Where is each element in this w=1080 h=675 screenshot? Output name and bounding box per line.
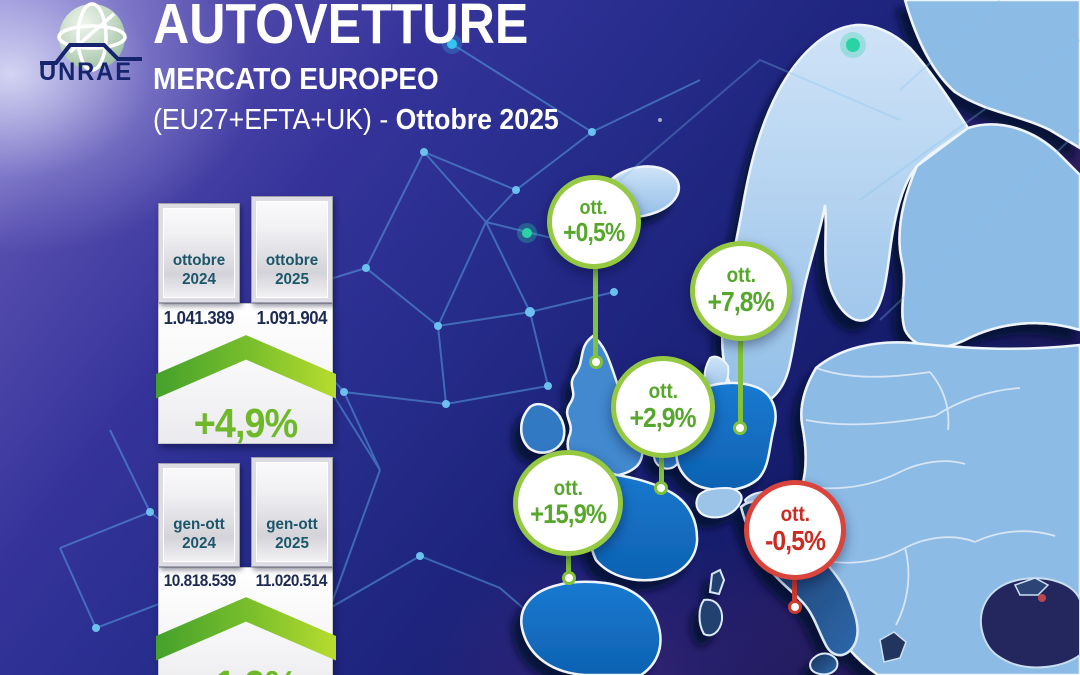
stat-result-box: 1.041.389 1.091.904 +4,9% [156, 303, 336, 446]
change-percentage-october: +4,9% [193, 399, 298, 446]
map-internal-borders [801, 367, 1056, 626]
map-callout-spain: ott. +15,9% [513, 450, 623, 556]
card-label: ottobre 2024 [161, 251, 237, 289]
unrae-logo-mark [40, 2, 142, 72]
change-percentage-jan-oct: +1,9% [166, 662, 325, 675]
callout-value: +15,9% [530, 498, 607, 529]
callout-period: ott. [553, 476, 583, 500]
callout-value: -0,5% [765, 525, 826, 557]
stat-values-row: 1.041.389 1.091.904 [159, 308, 332, 329]
stat-card-genott-2025: gen-ott 2025 [251, 457, 333, 567]
scope-regular: (EU27+EFTA+UK) - [153, 104, 396, 136]
map-island-sicily [809, 652, 839, 675]
card-label-line1: gen-ott [173, 515, 225, 533]
stat-card-ottobre-2024: ottobre 2024 [158, 203, 240, 303]
comparison-cards: ottobre 2024 ottobre 2025 [158, 196, 333, 303]
up-arrow-chevron [156, 335, 336, 399]
callout-stem-dot-spain [562, 571, 576, 585]
car-silhouette-icon [40, 43, 142, 65]
map-callout-germany: ott. +7,8% [690, 241, 792, 341]
unrae-logo-text: UNRAE [39, 58, 133, 86]
card-label-line2: 2024 [182, 270, 216, 288]
map-callout-uk: ott. +0,5% [547, 175, 641, 269]
stat-result-box: 10.818.539 11.020.514 +1,9% [156, 567, 336, 675]
callout-value: +7,8% [707, 286, 775, 318]
callout-period: ott. [726, 264, 756, 288]
callout-period: ott. [780, 503, 810, 527]
page-title: AUTOVETTURE [153, 0, 529, 56]
map-region-scandinavia [721, 23, 970, 407]
map-region-northeast-land [903, 0, 1080, 150]
map-region-greece [879, 631, 907, 663]
map-region-crimea [1013, 577, 1050, 596]
map-callout-italy: ott. -0,5% [744, 480, 846, 580]
map-island-sardinia [698, 598, 724, 637]
card-label-line1: ottobre [172, 251, 226, 269]
stat-value-genott-2025: 11.020.514 [256, 572, 328, 590]
map-island-corsica [708, 568, 726, 596]
map-country-switzerland [695, 486, 743, 519]
page-scope-line: (EU27+EFTA+UK) - Ottobre 2025 [153, 104, 559, 137]
callout-stem-dot-uk [589, 355, 603, 369]
card-label-line2: 2025 [275, 534, 309, 552]
teal-glow-halo [840, 32, 866, 58]
map-region-iberia [520, 580, 662, 675]
stat-value-genott-2024: 10.818.539 [163, 572, 237, 590]
stats-panel-jan-oct: gen-ott 2024 gen-ott 2025 10.818.539 11.… [156, 457, 336, 675]
map-region-eastern-europe [799, 341, 1080, 675]
card-label-line2: 2024 [182, 534, 216, 552]
stat-card-genott-2024: gen-ott 2024 [158, 463, 240, 567]
page-subtitle: MERCATO EUROPEO [153, 61, 439, 96]
card-label-line1: gen-ott [266, 515, 318, 533]
scope-period: Ottobre 2025 [395, 104, 559, 136]
map-region-kola [898, 123, 1080, 349]
comparison-cards: gen-ott 2024 gen-ott 2025 [158, 457, 333, 567]
callout-stem-uk [593, 264, 598, 359]
callout-stem-dot-italy [788, 600, 802, 614]
up-arrow-chevron [156, 597, 336, 661]
callout-value: +0,5% [563, 216, 625, 247]
stat-values-row: 10.818.539 11.020.514 [159, 572, 332, 591]
header-titles: AUTOVETTURE MERCATO EUROPEO (EU27+EFTA+U… [153, 0, 594, 137]
card-label-line1: ottobre [265, 251, 319, 269]
card-label: ottobre 2025 [254, 251, 330, 289]
callout-stem-dot-germany [733, 421, 747, 435]
teal-glow-dot [846, 38, 860, 52]
card-label: gen-ott 2024 [161, 515, 237, 553]
callout-period: ott. [648, 380, 678, 404]
map-callout-france: ott. +2,9% [611, 356, 715, 458]
stat-value-ottobre-2024: 1.041.389 [163, 308, 235, 328]
card-label: gen-ott 2025 [254, 515, 330, 553]
map-black-sea [979, 577, 1080, 669]
callout-stem-dot-france [654, 481, 668, 495]
callout-stem-germany [738, 337, 743, 425]
stat-value-ottobre-2025: 1.091.904 [257, 308, 328, 328]
stat-card-ottobre-2025: ottobre 2025 [251, 196, 333, 303]
stats-panel-october: ottobre 2024 ottobre 2025 1.041.389 1.09… [156, 196, 336, 446]
callout-stem-italy [792, 576, 797, 603]
map-red-glow-dot [1038, 594, 1046, 602]
map-country-ireland [520, 402, 566, 454]
card-label-line2: 2025 [275, 270, 309, 288]
callout-value: +2,9% [629, 402, 697, 434]
callout-period: ott. [580, 196, 608, 219]
unrae-logo: UNRAE [22, 0, 150, 96]
